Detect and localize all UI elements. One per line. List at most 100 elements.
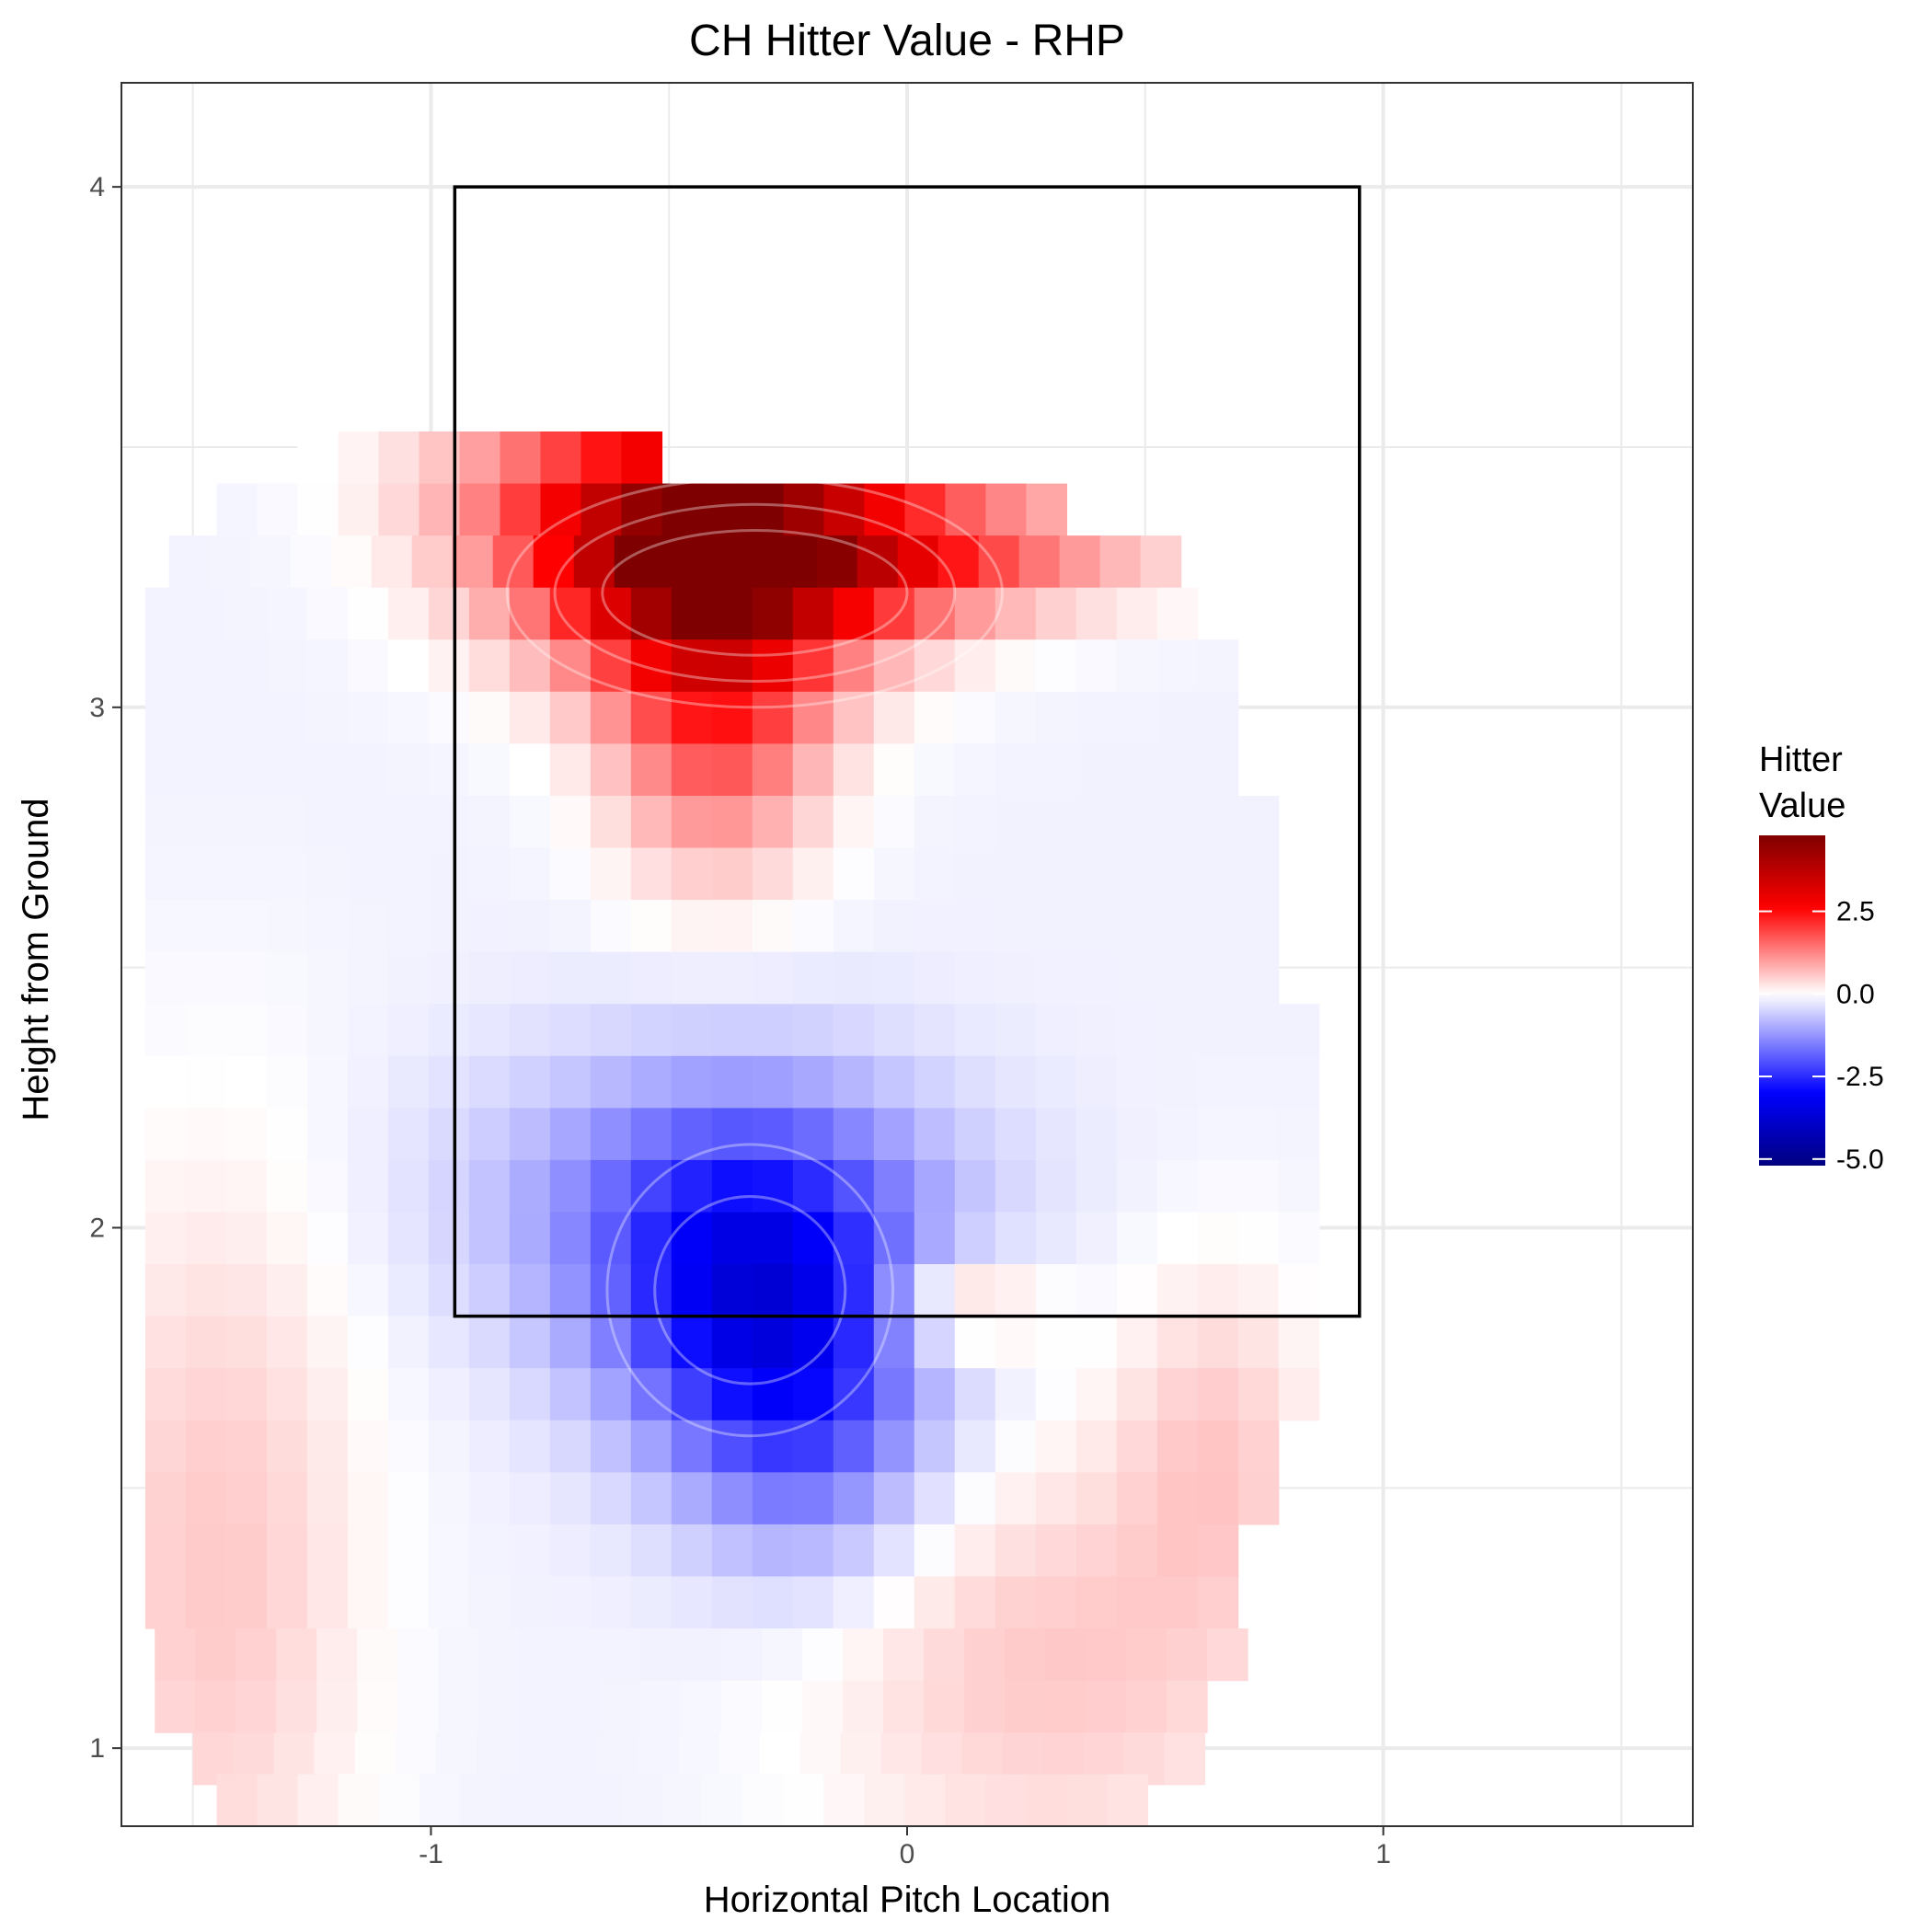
legend-tick-label: -2.5 <box>1836 1062 1884 1092</box>
x-axis-title: Horizontal Pitch Location <box>704 1880 1110 1920</box>
heatmap-tile <box>792 1316 834 1369</box>
heatmap-tile <box>428 691 470 745</box>
heatmap-tile <box>964 1680 1006 1733</box>
heatmap-tile <box>428 743 470 797</box>
heatmap-tile <box>1197 639 1239 693</box>
heatmap-tile <box>266 1108 308 1161</box>
heatmap-tile <box>924 1628 965 1682</box>
heatmap-tile <box>945 483 986 536</box>
heatmap-tile <box>347 1368 389 1421</box>
heatmap-tile <box>1126 1680 1167 1733</box>
heatmap-tile <box>459 1774 501 1827</box>
heatmap-tile <box>1197 691 1239 745</box>
heatmap-tile <box>468 900 511 953</box>
heatmap-tile <box>468 691 511 745</box>
heatmap-tile <box>864 483 906 536</box>
heatmap-tile <box>914 1420 956 1473</box>
heatmap-tile <box>144 951 187 1005</box>
heatmap-tile <box>752 900 794 953</box>
heatmap-tile <box>1035 1212 1077 1265</box>
heatmap-tile <box>661 483 704 536</box>
heatmap-tile <box>347 1055 389 1109</box>
heatmap-tile <box>1035 795 1077 849</box>
heatmap-tile <box>1140 535 1182 589</box>
heatmap-tile <box>509 1420 551 1473</box>
heatmap-tile <box>1237 1159 1280 1213</box>
heatmap-tile <box>833 1368 875 1421</box>
heatmap-tile <box>266 1212 308 1265</box>
heatmap-tile <box>519 1628 560 1682</box>
contour-line <box>653 1195 847 1386</box>
heatmap-tile <box>397 1680 439 1733</box>
heatmap-tile <box>671 1316 713 1369</box>
heatmap-tile <box>590 1368 632 1421</box>
heatmap-tile <box>792 639 834 693</box>
heatmap-tile <box>873 1420 915 1473</box>
heatmap-tile <box>306 743 349 797</box>
heatmap-tile <box>873 587 915 640</box>
heatmap-tile <box>509 795 551 849</box>
color-legend: Hitter Value 2.5 0.0 -2.5 -5.0 <box>1759 741 1884 1175</box>
heatmap-tile <box>873 1576 915 1629</box>
heatmap-tile <box>347 1576 389 1629</box>
heatmap-tile <box>954 1524 996 1578</box>
heatmap-tile <box>1035 900 1077 953</box>
heatmap-tile <box>306 1368 349 1421</box>
heatmap-tile <box>1126 1628 1167 1682</box>
heatmap-tile <box>1197 1316 1239 1369</box>
heatmap-tile <box>1156 1524 1199 1578</box>
contour-line <box>505 477 1005 709</box>
heatmap-tile <box>995 1368 1037 1421</box>
heatmap-tile <box>347 1316 389 1369</box>
heatmap-tile <box>1237 1108 1280 1161</box>
heatmap-tile <box>216 1774 259 1827</box>
legend-tick-label: 0.0 <box>1836 979 1875 1009</box>
heatmap-tile <box>306 1004 349 1057</box>
heatmap-tile <box>792 951 834 1005</box>
heatmap-tile <box>225 1368 268 1421</box>
heatmap-tile <box>1116 1368 1158 1421</box>
heatmap-tile <box>509 1212 551 1265</box>
heatmap-tile <box>1116 951 1158 1005</box>
heatmap-tile <box>347 795 389 849</box>
heatmap-tile <box>954 795 996 849</box>
heatmap-tile <box>549 1055 592 1109</box>
heatmap-tile <box>1035 1264 1077 1317</box>
heatmap-tile <box>549 1108 592 1161</box>
heatmap-tile <box>236 1628 277 1682</box>
heatmap-tile <box>509 1524 551 1578</box>
heatmap-tile <box>630 1524 673 1578</box>
heatmap-tile <box>995 1524 1037 1578</box>
heatmap-tile <box>225 1004 268 1057</box>
heatmap-tile <box>833 951 875 1005</box>
heatmap-tile <box>500 1774 542 1827</box>
heatmap-tile <box>883 1680 925 1733</box>
heatmap-tile <box>338 431 380 485</box>
heatmap-tile <box>347 587 389 640</box>
heatmap-tile <box>1116 691 1158 745</box>
heatmap-tile <box>185 1212 227 1265</box>
heatmap-tile <box>330 535 373 589</box>
heatmap-tile <box>590 1212 632 1265</box>
heatmap-tile <box>185 1524 227 1578</box>
heatmap-tile <box>306 900 349 953</box>
heatmap-tile <box>468 639 511 693</box>
heatmap-tile <box>266 1264 308 1317</box>
heatmap-tile <box>549 1420 592 1473</box>
heatmap-tile <box>306 1108 349 1161</box>
heatmap-tile <box>833 743 875 797</box>
heatmap-tile <box>1116 1576 1158 1629</box>
heatmap-tile <box>428 847 470 901</box>
heatmap-tile <box>1237 1055 1280 1109</box>
heatmap-tile <box>509 1004 551 1057</box>
heatmap-tile <box>428 1316 470 1369</box>
heatmap-tile <box>1075 1420 1118 1473</box>
heatmap-tile <box>671 587 713 640</box>
heatmap-tile <box>954 1576 996 1629</box>
heatmap-tiles <box>144 431 1320 1827</box>
heatmap-tile <box>873 847 915 901</box>
y-tick-label: 3 <box>89 693 105 723</box>
heatmap-tile <box>711 1524 753 1578</box>
heatmap-tile <box>671 743 713 797</box>
heatmap-tile <box>185 639 227 693</box>
